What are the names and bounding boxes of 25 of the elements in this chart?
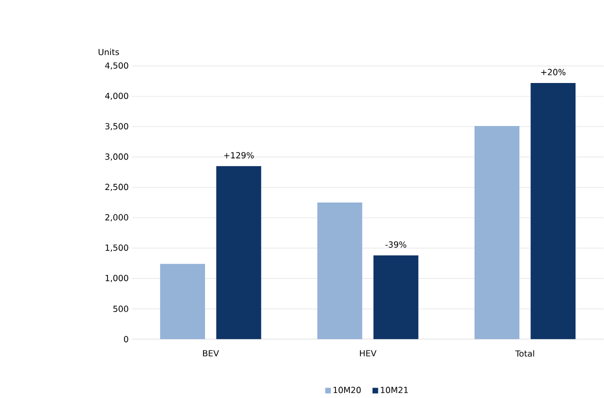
y-tick-label: 4,500 [105, 62, 128, 70]
x-tick-label: HEV [360, 350, 376, 356]
y-tick-label: 0 [124, 336, 128, 342]
y-tick-label: 3,000 [105, 153, 128, 161]
bar [474, 126, 520, 340]
x-tick-label: BEV [203, 350, 219, 356]
annotation: +129% [224, 152, 254, 158]
legend-label: 10M21 [380, 386, 408, 394]
y-axis-title: Units [98, 48, 119, 56]
x-tick-label: Total [515, 350, 534, 357]
legend-label: 10M20 [334, 386, 361, 394]
y-tick-label: 2,500 [105, 184, 128, 191]
bar [530, 82, 576, 340]
annotation: +20% [541, 68, 566, 76]
y-tick-label: 4,000 [105, 92, 128, 100]
bar [373, 255, 418, 340]
y-tick-label: 2,000 [105, 214, 128, 222]
bar [160, 264, 206, 340]
annotation: -39% [385, 241, 406, 248]
y-tick-label: 1,500 [106, 244, 128, 252]
y-tick-label: 500 [113, 306, 128, 312]
y-tick-label: 1,000 [106, 274, 128, 282]
bar [317, 202, 362, 340]
bar [216, 166, 262, 340]
y-tick-label: 3,500 [105, 122, 128, 130]
